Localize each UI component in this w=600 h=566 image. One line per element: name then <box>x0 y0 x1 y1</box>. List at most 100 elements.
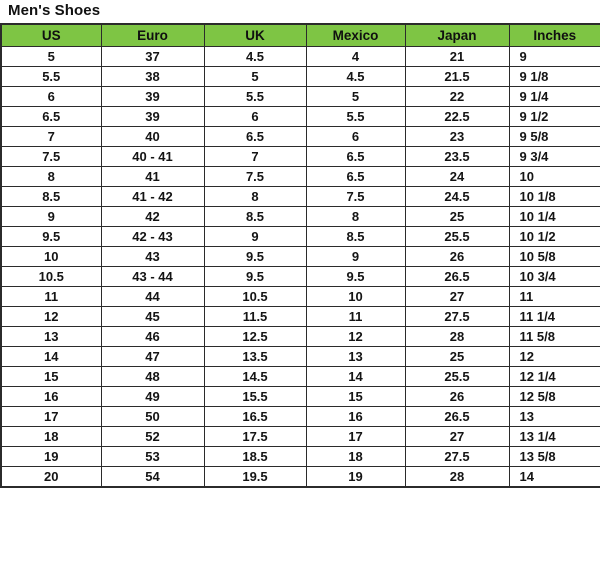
table-row: 6 39 5.5 5 22 9 1/4 <box>0 86 600 107</box>
cell-uk: 14.5 <box>203 366 307 387</box>
cell-japan: 26.5 <box>404 266 510 287</box>
cell-uk: 12.5 <box>203 326 307 347</box>
table-row: 20 54 19.5 19 28 14 <box>0 466 600 488</box>
column-header-euro: Euro <box>100 23 205 47</box>
cell-inches: 9 3/4 <box>508 146 600 167</box>
cell-inches: 11 <box>508 286 600 307</box>
cell-mexico: 18 <box>305 446 406 467</box>
cell-uk: 5 <box>203 66 307 87</box>
cell-euro: 54 <box>100 466 205 488</box>
table-header: US Euro UK Mexico Japan Inches <box>0 23 600 47</box>
cell-mexico: 4 <box>305 46 406 67</box>
column-header-inches: Inches <box>508 23 600 47</box>
cell-uk: 6.5 <box>203 126 307 147</box>
cell-us: 7 <box>0 126 102 147</box>
table-row: 10 43 9.5 9 26 10 5/8 <box>0 246 600 267</box>
cell-euro: 39 <box>100 106 205 127</box>
size-conversion-table: US Euro UK Mexico Japan Inches 5 37 4.5 4 21… <box>0 23 600 488</box>
cell-euro: 40 <box>100 126 205 147</box>
cell-us: 14 <box>0 346 102 367</box>
cell-japan: 22.5 <box>404 106 510 127</box>
cell-us: 6.5 <box>0 106 102 127</box>
cell-inches: 14 <box>508 466 600 488</box>
cell-japan: 23 <box>404 126 510 147</box>
cell-inches: 9 5/8 <box>508 126 600 147</box>
cell-inches: 12 1/4 <box>508 366 600 387</box>
cell-japan: 25.5 <box>404 226 510 247</box>
cell-uk: 9 <box>203 226 307 247</box>
cell-euro: 47 <box>100 346 205 367</box>
table-row: 19 53 18.5 18 27.5 13 5/8 <box>0 446 600 467</box>
column-header-mexico: Mexico <box>305 23 406 47</box>
cell-mexico: 15 <box>305 386 406 407</box>
cell-inches: 10 1/2 <box>508 226 600 247</box>
cell-us: 20 <box>0 466 102 488</box>
table-row: 7.5 40 - 41 7 6.5 23.5 9 3/4 <box>0 146 600 167</box>
cell-mexico: 9 <box>305 246 406 267</box>
cell-japan: 21.5 <box>404 66 510 87</box>
cell-euro: 46 <box>100 326 205 347</box>
column-header-uk: UK <box>203 23 307 47</box>
cell-japan: 24 <box>404 166 510 187</box>
cell-uk: 8.5 <box>203 206 307 227</box>
cell-japan: 26.5 <box>404 406 510 427</box>
cell-japan: 25.5 <box>404 366 510 387</box>
cell-mexico: 19 <box>305 466 406 488</box>
cell-japan: 21 <box>404 46 510 67</box>
cell-euro: 38 <box>100 66 205 87</box>
table-row: 14 47 13.5 13 25 12 <box>0 346 600 367</box>
table-row: 8.5 41 - 42 8 7.5 24.5 10 1/8 <box>0 186 600 207</box>
cell-uk: 19.5 <box>203 466 307 488</box>
cell-inches: 10 3/4 <box>508 266 600 287</box>
cell-inches: 9 1/4 <box>508 86 600 107</box>
cell-uk: 13.5 <box>203 346 307 367</box>
cell-mexico: 8 <box>305 206 406 227</box>
cell-uk: 4.5 <box>203 46 307 67</box>
cell-mexico: 4.5 <box>305 66 406 87</box>
cell-us: 9 <box>0 206 102 227</box>
cell-us: 13 <box>0 326 102 347</box>
size-chart-container: US Euro UK Mexico Japan Inches 5 37 4.5 4 21… <box>0 23 600 488</box>
cell-japan: 28 <box>404 326 510 347</box>
cell-us: 10 <box>0 246 102 267</box>
cell-us: 8 <box>0 166 102 187</box>
cell-euro: 44 <box>100 286 205 307</box>
cell-uk: 9.5 <box>203 266 307 287</box>
cell-mexico: 10 <box>305 286 406 307</box>
cell-euro: 43 <box>100 246 205 267</box>
cell-us: 10.5 <box>0 266 102 287</box>
table-row: 5.5 38 5 4.5 21.5 9 1/8 <box>0 66 600 87</box>
table-row: 5 37 4.5 4 21 9 <box>0 46 600 67</box>
cell-inches: 13 5/8 <box>508 446 600 467</box>
cell-japan: 23.5 <box>404 146 510 167</box>
cell-uk: 5.5 <box>203 86 307 107</box>
cell-inches: 10 1/4 <box>508 206 600 227</box>
table-header-row: US Euro UK Mexico Japan Inches <box>0 23 600 47</box>
cell-japan: 28 <box>404 466 510 488</box>
cell-inches: 11 1/4 <box>508 306 600 327</box>
table-row: 9 42 8.5 8 25 10 1/4 <box>0 206 600 227</box>
cell-mexico: 11 <box>305 306 406 327</box>
cell-euro: 50 <box>100 406 205 427</box>
cell-mexico: 6.5 <box>305 166 406 187</box>
cell-inches: 12 <box>508 346 600 367</box>
cell-us: 16 <box>0 386 102 407</box>
cell-inches: 13 1/4 <box>508 426 600 447</box>
column-header-japan: Japan <box>404 23 510 47</box>
cell-japan: 27.5 <box>404 306 510 327</box>
cell-inches: 10 1/8 <box>508 186 600 207</box>
cell-mexico: 5 <box>305 86 406 107</box>
column-header-us: US <box>0 23 102 47</box>
cell-euro: 37 <box>100 46 205 67</box>
cell-euro: 40 - 41 <box>100 146 205 167</box>
cell-japan: 24.5 <box>404 186 510 207</box>
cell-japan: 26 <box>404 386 510 407</box>
cell-mexico: 16 <box>305 406 406 427</box>
cell-mexico: 14 <box>305 366 406 387</box>
cell-us: 17 <box>0 406 102 427</box>
cell-inches: 13 <box>508 406 600 427</box>
cell-mexico: 8.5 <box>305 226 406 247</box>
table-row: 8 41 7.5 6.5 24 10 <box>0 166 600 187</box>
cell-mexico: 5.5 <box>305 106 406 127</box>
